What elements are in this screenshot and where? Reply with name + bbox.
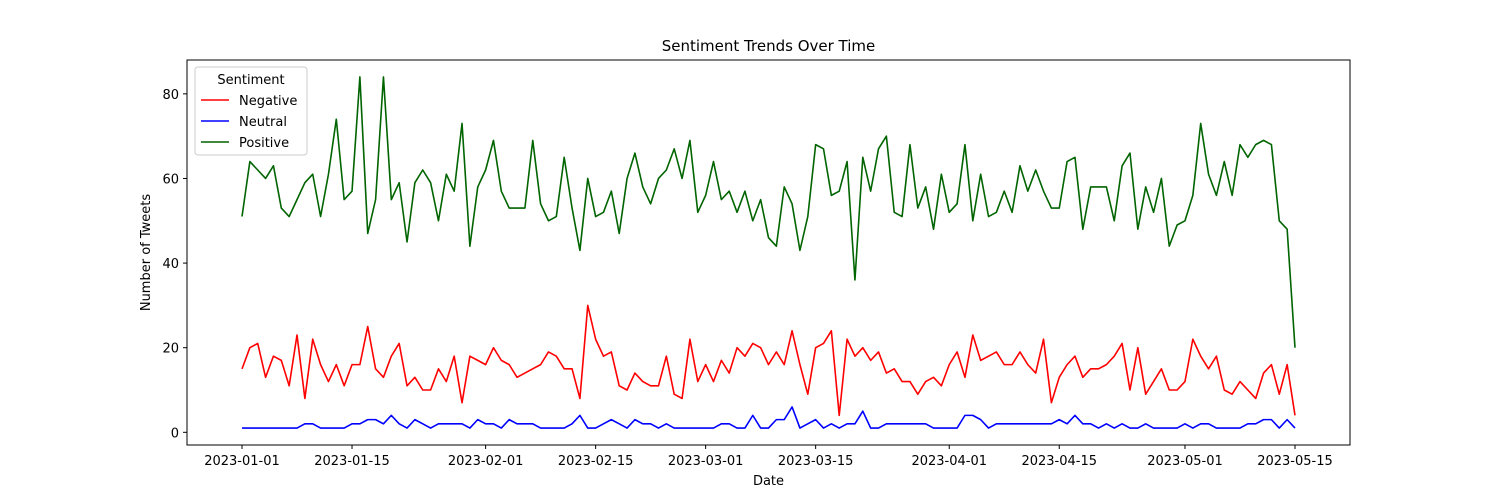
y-tick-label: 20 — [162, 342, 179, 357]
legend: Sentiment Negative Neutral Positive — [194, 66, 308, 156]
y-tick-label: 60 — [162, 172, 179, 187]
legend-label-positive: Positive — [239, 136, 289, 151]
x-tick-label: 2023-04-01 — [911, 454, 987, 469]
series-layer — [241, 76, 1296, 429]
x-tick-label: 2023-01-15 — [314, 454, 390, 469]
y-tick-label: 80 — [162, 88, 179, 103]
x-tick-label: 2023-01-01 — [204, 454, 280, 469]
legend-box — [194, 66, 308, 156]
series-line-neutral — [242, 406, 1296, 429]
legend-title: Sentiment — [217, 73, 284, 88]
x-tick-label: 2023-05-01 — [1147, 454, 1223, 469]
x-axis-label: Date — [753, 474, 784, 489]
y-tick-label: 40 — [162, 257, 179, 272]
chart-title: Sentiment Trends Over Time — [662, 37, 876, 55]
x-tick-label: 2023-02-01 — [448, 454, 524, 469]
x-tick-label: 2023-04-15 — [1021, 454, 1097, 469]
legend-label-neutral: Neutral — [239, 115, 287, 130]
y-axis: 0 20 40 60 80 — [162, 88, 187, 441]
y-tick-label: 0 — [171, 426, 179, 441]
x-tick-label: 2023-03-01 — [668, 454, 744, 469]
plot-frame — [186, 59, 1351, 446]
series-line-negative — [241, 304, 1296, 417]
series-line-positive — [241, 76, 1296, 348]
y-axis-label: Number of Tweets — [139, 194, 154, 312]
legend-label-negative: Negative — [239, 94, 297, 109]
x-axis: 2023-01-01 2023-01-15 2023-02-01 2023-02-15… — [204, 445, 1333, 469]
x-tick-label: 2023-03-15 — [778, 454, 854, 469]
x-tick-label: 2023-05-15 — [1257, 454, 1333, 469]
x-tick-label: 2023-02-15 — [558, 454, 634, 469]
